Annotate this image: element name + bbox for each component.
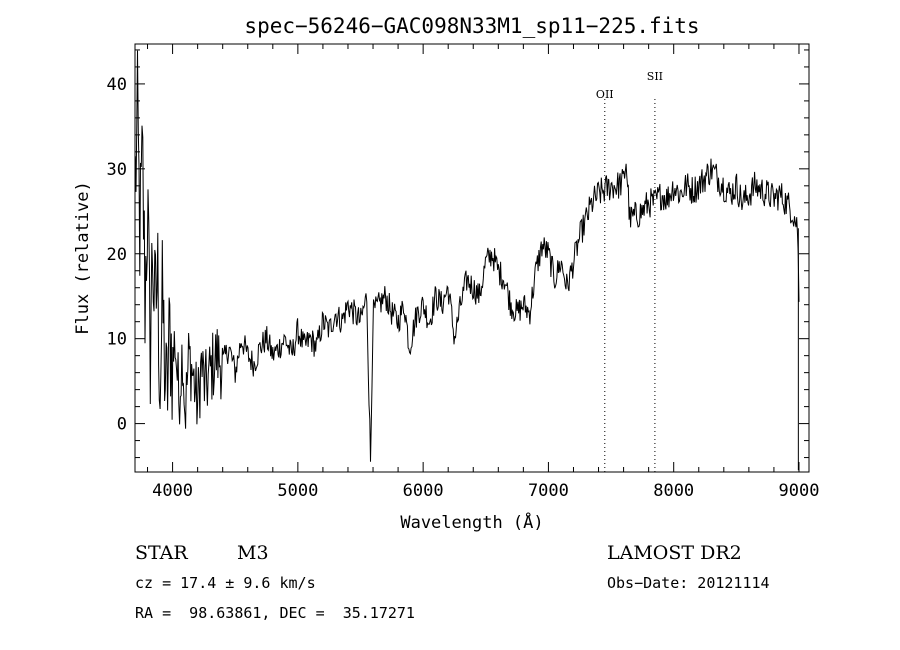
survey-name: LAMOST DR2 [607,542,742,564]
x-tick-label: 7000 [528,481,569,501]
x-tick-label: 6000 [403,481,444,501]
redshift-cz: cz = 17.4 ± 9.6 km/s [135,574,316,592]
x-tick-label: 4000 [152,481,193,501]
y-tick-label: 20 [107,245,127,265]
x-tick-label: 5000 [277,481,318,501]
spectrum-line [134,50,800,462]
emission-line-markers: OII SII [596,70,663,472]
x-tick-label: 9000 [779,481,820,501]
y-tick-label: 0 [117,415,127,435]
coordinates: RA = 98.63861, DEC = 35.17271 [135,604,415,622]
spectrum-series [134,50,800,471]
y-tick-label: 40 [107,75,127,95]
chart-title: spec−56246−GAC098N33M1_sp11−225.fits [244,14,699,38]
y-axis-label: Flux (relative) [73,181,93,335]
line-label-oii: OII [596,88,614,101]
plot-frame [134,43,810,473]
y-axis: 0 10 20 30 40 [107,49,809,459]
object-subclass: M3 [237,542,269,564]
x-axis-label: Wavelength (Å) [400,511,543,533]
x-axis: 4000 5000 6000 7000 8000 9000 [147,44,820,501]
line-label-sii: SII [647,70,663,83]
y-tick-label: 30 [107,160,127,180]
x-tick-label: 8000 [653,481,694,501]
observation-date: Obs−Date: 20121114 [607,574,770,592]
object-type: STAR [135,542,188,564]
y-tick-label: 10 [107,330,127,350]
